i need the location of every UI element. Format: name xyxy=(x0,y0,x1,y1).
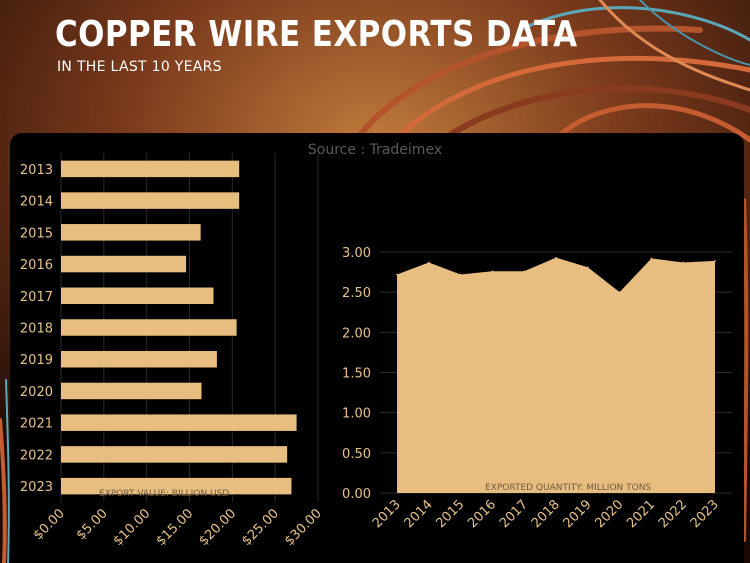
area-y-tick-label: 2.00 xyxy=(342,326,371,341)
area-x-tick-label: 2020 xyxy=(592,497,626,531)
area-point-2015 xyxy=(459,273,462,276)
bar-category-label: 2022 xyxy=(20,448,53,463)
area-point-2016 xyxy=(491,270,494,273)
area-y-tick-label: 3.00 xyxy=(342,246,371,261)
area-point-2019 xyxy=(587,266,589,269)
source-label: Source : Tradeimex xyxy=(307,142,443,158)
area-x-tick-label: 2016 xyxy=(465,497,499,531)
area-x-tick-label: 2022 xyxy=(656,497,690,531)
area-point-2022 xyxy=(682,261,684,264)
bar-2014 xyxy=(61,192,240,209)
bar-category-label: 2021 xyxy=(20,417,53,432)
area-point-2014 xyxy=(428,261,430,264)
bar-x-axis-label: EXPORT VALUE: BILLION USD xyxy=(99,489,229,499)
bar-x-tick-label: $5.00 xyxy=(74,506,111,543)
area-x-tick-label: 2015 xyxy=(433,497,467,531)
area-point-2018 xyxy=(555,256,557,259)
area-point-2023 xyxy=(714,260,716,262)
area-point-2020 xyxy=(618,291,621,293)
area-x-axis-label: EXPORTED QUANTITY: MILLION TONS xyxy=(485,483,651,493)
export-quantity-area-chart: 0.00 0.50 1.00 1.50 2.00 2.50 3.00 201320142015… xyxy=(342,246,732,531)
bar-2015 xyxy=(61,224,201,241)
bar-2020 xyxy=(61,382,202,400)
area-point-2013 xyxy=(396,273,398,276)
bar-2017 xyxy=(61,287,214,305)
area-series xyxy=(397,257,715,493)
area-x-tick-label: 2021 xyxy=(624,497,658,531)
bar-category-label: 2019 xyxy=(20,353,53,368)
area-x-tick-label: 2017 xyxy=(497,497,531,531)
bar-category-label: 2023 xyxy=(20,480,53,495)
bar-x-tick-label: $10.00 xyxy=(111,506,154,549)
page-title: COPPER WIRE EXPORTS DATA xyxy=(55,14,578,55)
area-x-tick-label: 2019 xyxy=(561,497,595,531)
area-y-tick-label: 0.00 xyxy=(342,487,371,502)
export-value-bar-chart: 2013 2014 2015 2016 2017 2018 2019 2020 2021 2022… xyxy=(20,153,325,549)
bar-x-tick-label: $25.00 xyxy=(239,506,282,549)
bar-2013 xyxy=(61,160,240,178)
bar-category-label: 2015 xyxy=(20,226,53,241)
area-x-tick-label: 2013 xyxy=(370,497,404,531)
area-y-tick-label: 1.00 xyxy=(342,407,371,422)
bar-category-label: 2018 xyxy=(20,322,53,337)
bar-x-tick-label: $15.00 xyxy=(154,506,197,549)
bar-category-label: 2016 xyxy=(20,258,53,273)
area-y-tick-label: 2.50 xyxy=(342,286,371,301)
area-x-tick-label: 2023 xyxy=(688,497,722,531)
bar-category-label: 2020 xyxy=(20,385,53,400)
bar-category-label: 2014 xyxy=(20,195,53,210)
area-y-tick-label: 1.50 xyxy=(342,367,371,382)
area-point-2021 xyxy=(650,257,653,260)
page-subtitle: IN THE LAST 10 YEARS xyxy=(57,59,222,75)
bar-category-label: 2013 xyxy=(20,163,53,178)
area-y-tick-label: 0.50 xyxy=(342,447,371,462)
bar-2023 xyxy=(61,477,292,495)
bar-x-tick-label: $0.00 xyxy=(31,506,68,543)
bar-2021 xyxy=(61,414,297,431)
bar-2016 xyxy=(61,255,187,273)
bar-2018 xyxy=(61,319,237,336)
area-x-tick-label: 2018 xyxy=(529,497,563,531)
bar-x-tick-label: $30.00 xyxy=(282,506,325,549)
area-point-2017 xyxy=(523,270,525,273)
bar-category-label: 2017 xyxy=(20,290,53,305)
bar-x-tick-label: $20.00 xyxy=(196,506,239,549)
bar-2019 xyxy=(61,350,217,368)
bar-2022 xyxy=(61,446,288,463)
area-x-tick-label: 2014 xyxy=(402,497,436,531)
